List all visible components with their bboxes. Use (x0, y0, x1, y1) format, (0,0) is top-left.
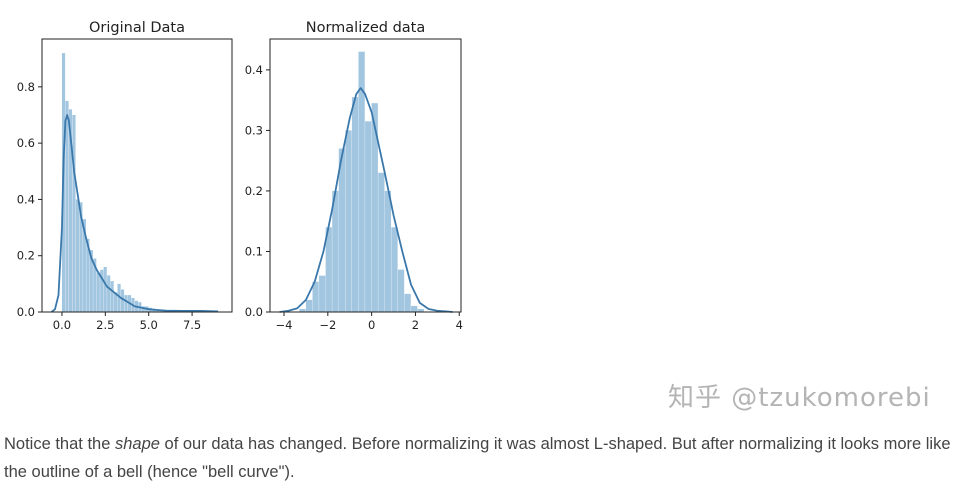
kde-line (50, 114, 219, 313)
histogram-bar (305, 299, 313, 312)
x-tick-label: −2 (319, 318, 336, 332)
paragraph-text-1: Notice that the (4, 435, 115, 453)
histogram-bar (96, 272, 100, 312)
histogram-bar (75, 199, 80, 312)
x-tick-label: 5.0 (140, 318, 158, 332)
histogram-bar (332, 190, 339, 312)
axes-frame (41, 38, 233, 313)
y-tick-label: 0.3 (245, 123, 263, 137)
histogram-bar (68, 109, 73, 312)
histogram-bar (378, 172, 385, 312)
histogram-bar (319, 275, 326, 312)
y-tick-label: 0.8 (17, 80, 35, 94)
paragraph-text-2: of our data has changed. Before normaliz… (4, 435, 951, 481)
histogram-bar (391, 227, 398, 312)
x-tick-label: 7.5 (183, 318, 201, 332)
x-tick-label: 4 (456, 318, 463, 332)
x-tick-label: 0.0 (53, 318, 71, 332)
histogram-bar (411, 305, 418, 312)
histogram-bar (117, 283, 121, 312)
histogram-bar (404, 293, 411, 312)
histogram-bar (141, 306, 145, 312)
y-tick-label: 0.4 (245, 63, 263, 77)
histogram-bar (82, 219, 86, 312)
watermark: 知乎 @tzukomorebi (668, 383, 931, 413)
histogram-bar (325, 227, 332, 312)
chart-title: Original Data (89, 20, 185, 36)
histogram-bar (120, 289, 125, 312)
histogram-bar (351, 97, 359, 312)
histogram-bar (79, 202, 83, 312)
histogram-bar (358, 51, 365, 312)
chart-0: Original Data 0.0 2.5 5.0 7.5 0.0 0.2 0.4 0.6 0.8 (17, 20, 233, 332)
paragraph: Notice that the shape of our data has ch… (4, 430, 954, 486)
paragraph-italic: shape (114, 435, 160, 453)
x-tick-label: 0 (368, 318, 375, 332)
y-tick-label: 0.0 (245, 305, 263, 319)
y-tick-label: 0.6 (17, 136, 35, 150)
histogram-bar (72, 114, 76, 313)
kde-line (279, 87, 453, 313)
histogram-bar (86, 238, 90, 312)
histogram-bar (338, 148, 346, 312)
histogram-bar (110, 281, 114, 312)
histogram-bar (345, 130, 352, 312)
y-tick-label: 0.2 (245, 184, 263, 198)
histogram-bar (384, 190, 392, 312)
histogram-bar (103, 266, 107, 312)
histogram-bar (371, 103, 378, 312)
y-tick-label: 0.2 (17, 249, 35, 263)
x-tick-label: 2 (412, 318, 419, 332)
histogram-bar (114, 292, 118, 312)
figure: Original Data 0.0 2.5 5.0 7.5 0.0 0.2 0.4 0.6 0.8… (17, 20, 463, 332)
histogram-bar (107, 275, 111, 312)
histogram-bar (100, 269, 104, 312)
histogram-bar (299, 308, 306, 312)
chart-1: Normalized data −4 −2 0 2 4 0.0 0.1 0.2 0.3 0.4 (245, 20, 463, 332)
histogram-bar (89, 250, 93, 312)
axes-frame (269, 38, 462, 313)
histogram-bar (312, 281, 319, 312)
x-tick-label: 2.5 (96, 318, 114, 332)
histogram-bar (65, 100, 69, 312)
chart-title: Normalized data (306, 20, 426, 36)
histogram-bar (124, 295, 128, 312)
histogram-bar (93, 258, 97, 312)
histogram-bar (365, 121, 372, 312)
y-tick-label: 0.0 (17, 305, 35, 319)
histogram-bar (417, 308, 424, 312)
x-tick-label: −4 (276, 318, 293, 332)
histogram-bar (397, 269, 405, 312)
y-tick-label: 0.4 (17, 192, 35, 206)
y-tick-label: 0.1 (245, 244, 263, 258)
